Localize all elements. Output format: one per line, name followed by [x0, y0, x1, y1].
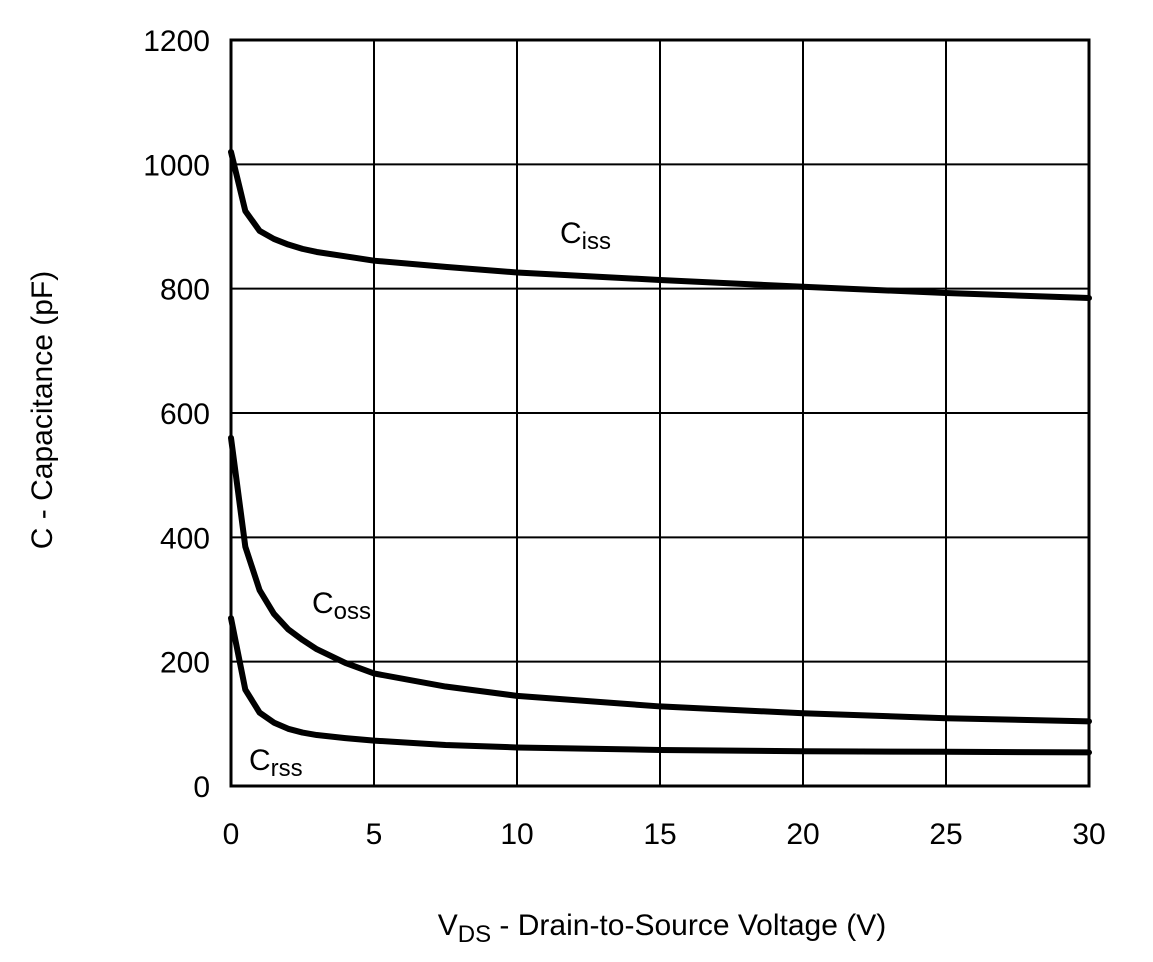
- plot-frame: [229, 38, 1091, 788]
- series-line-crss: [228, 615, 1092, 756]
- x-tick-label-0: 0: [223, 818, 240, 851]
- x-tick-label-6: 30: [1072, 818, 1105, 851]
- series-label-ciss: Ciss: [560, 217, 611, 255]
- y-axis-label: C - Capacitance (pF): [26, 271, 59, 549]
- y-tick-label-3: 600: [160, 398, 210, 431]
- x-axis-label: VDS - Drain-to-Source Voltage (V): [438, 909, 887, 948]
- series-line-coss: [228, 434, 1092, 725]
- x-axis-label-subscript: DS: [458, 921, 491, 948]
- y-tick-label-4: 800: [160, 274, 210, 307]
- series-label-coss-main: C: [312, 587, 334, 620]
- x-tick-label-5: 25: [929, 818, 962, 851]
- series-lines: [228, 148, 1092, 756]
- series-label-coss-subscript: oss: [334, 598, 371, 625]
- y-tick-label-1: 200: [160, 647, 210, 680]
- y-tick-label-6: 1200: [143, 25, 210, 58]
- series-line-ciss: [228, 148, 1092, 301]
- series-label-coss: Coss: [312, 587, 371, 625]
- series-label-ciss-main: C: [560, 217, 582, 250]
- series-label-crss-subscript: rss: [271, 755, 303, 782]
- y-tick-label-0: 0: [193, 771, 210, 804]
- x-tick-label-1: 5: [366, 818, 383, 851]
- y-tick-label-5: 1000: [143, 149, 210, 182]
- x-tick-label-3: 15: [643, 818, 676, 851]
- x-tick-labels: 0 5 10 15 20 25 30: [223, 818, 1106, 851]
- y-tick-labels: 0 200 400 600 800 1000 1200: [143, 25, 210, 804]
- series-label-crss-main: C: [249, 744, 271, 777]
- x-axis-label-rest: - Drain-to-Source Voltage (V): [491, 909, 886, 942]
- series-label-ciss-subscript: iss: [582, 228, 611, 255]
- x-tick-label-2: 10: [500, 818, 533, 851]
- x-tick-label-4: 20: [786, 818, 819, 851]
- x-axis-label-main: V: [438, 909, 458, 942]
- series-label-crss: Crss: [249, 744, 303, 782]
- grid: [231, 40, 1089, 786]
- y-tick-label-2: 400: [160, 522, 210, 555]
